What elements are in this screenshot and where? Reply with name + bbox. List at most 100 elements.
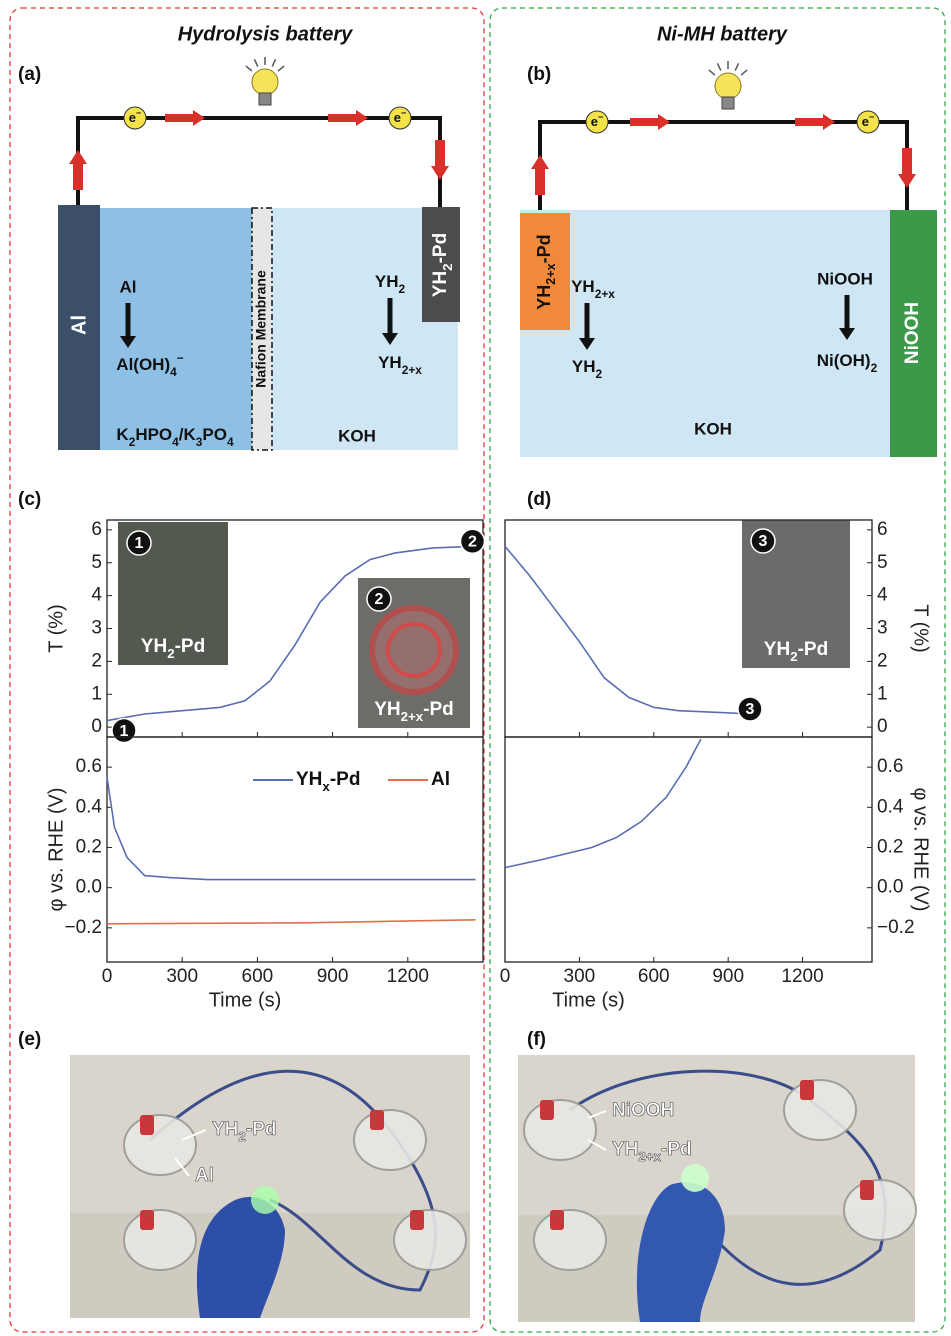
text-part: e (129, 110, 136, 125)
badge (750, 528, 776, 554)
electrolyte-label: KOH (694, 419, 732, 438)
panel-title: Ni-MH battery (657, 23, 788, 45)
bulb-base (258, 92, 272, 106)
badge (459, 528, 486, 555)
subscript: 3 (196, 435, 203, 449)
subscript: 4 (170, 365, 177, 379)
electrode-label: NiOOH (902, 302, 923, 364)
text-part: -Pd (330, 769, 361, 790)
x-tick-label: 0 (500, 966, 511, 987)
text-part: YH (212, 1119, 238, 1140)
electrode (58, 205, 100, 450)
y-tick-label: 0.2 (877, 837, 903, 858)
bulb (251, 68, 279, 96)
wire (538, 120, 909, 213)
panel-label: (e) (18, 1029, 41, 1050)
text-part: -Pd (175, 636, 206, 657)
panel-title: Hydrolysis battery (178, 23, 353, 45)
bulb-ray (277, 65, 285, 72)
y-tick-label: −0.2 (877, 917, 915, 938)
species: Al(OH)4− (116, 351, 183, 379)
subscript: 2+x (638, 1149, 661, 1164)
photo-clip (540, 1100, 554, 1120)
electrolyte-label: KOH (338, 426, 376, 445)
reaction-arrow-head (120, 336, 136, 348)
bulb-ray (734, 63, 740, 71)
x-tick-label: 900 (317, 966, 349, 987)
photo-cell (783, 1079, 857, 1141)
membrane-label: Nafion Membrane (253, 270, 269, 388)
subscript: 2 (238, 1129, 245, 1144)
photo-cell (843, 1179, 917, 1241)
text-part: YH (612, 1139, 638, 1160)
photo-cell (353, 1109, 427, 1171)
reaction-arrow-head (839, 328, 855, 340)
text-part: YH (571, 277, 595, 296)
badge-label: 2 (468, 534, 477, 551)
subscript: 2+x (401, 709, 424, 724)
bulb-ray (245, 65, 253, 72)
electron-label: e− (591, 112, 604, 129)
badge-label: 2 (375, 591, 384, 608)
electron-label: e− (394, 108, 407, 125)
y-tick-label: 0.6 (877, 756, 903, 777)
photo-clip (140, 1115, 154, 1135)
y-tick-label: 0.4 (877, 796, 904, 817)
reaction-arrow-head (382, 333, 398, 345)
bulb-ray (716, 63, 722, 71)
photo-clip (550, 1210, 564, 1230)
line-series (106, 777, 476, 881)
inset-logo (369, 605, 459, 695)
text-part: -Pd (430, 233, 451, 264)
subscript: 2+x (544, 263, 558, 284)
text-part: e (862, 114, 869, 129)
photo-label: YH2+x-Pd (612, 1139, 692, 1164)
electron (123, 106, 147, 130)
x-axis-label: Time (s) (552, 989, 625, 1011)
electron (388, 106, 412, 130)
subscript: 4 (172, 435, 179, 449)
glove (196, 1196, 285, 1318)
current-arrow (431, 140, 449, 180)
current-arrow (328, 110, 368, 126)
badge (126, 530, 152, 556)
panel-label: (a) (18, 64, 41, 85)
x-tick-label: 300 (564, 966, 596, 987)
text-part: K (116, 425, 129, 444)
pointer (181, 1129, 207, 1141)
pointer (587, 1139, 607, 1151)
y-tick-label: 2 (91, 650, 102, 671)
photo-cell (523, 1099, 597, 1161)
text-part: e (394, 110, 401, 125)
species: YH2+x (571, 277, 615, 301)
y-axis-label: φ vs. RHE (V) (45, 787, 67, 911)
species: NiOOH (817, 269, 873, 288)
wire (76, 116, 442, 210)
text-part: Ni(OH) (817, 351, 871, 370)
subscript: 2 (167, 646, 174, 661)
electron (856, 110, 880, 134)
text-part: /K (179, 425, 197, 444)
photo-wire (148, 1069, 437, 1292)
text-part: PO (202, 425, 227, 444)
x-tick-label: 600 (242, 966, 274, 987)
current-arrow (165, 110, 205, 126)
inset-label: YH2-Pd (141, 636, 205, 661)
current-arrow (795, 114, 835, 130)
subscript: 2 (399, 282, 406, 296)
badge (737, 696, 763, 722)
photo-label: NiOOH (612, 1100, 674, 1121)
y-tick-label: 6 (877, 519, 888, 540)
y-tick-label: 4 (877, 585, 888, 606)
y-tick-label: 3 (91, 618, 102, 639)
x-tick-label: 300 (166, 966, 198, 987)
bulb-ray (271, 59, 277, 67)
text-part: -Pd (661, 1139, 692, 1160)
led-glow (681, 1164, 709, 1192)
photo-clip (410, 1210, 424, 1230)
photo-clip (140, 1210, 154, 1230)
species: Al (120, 277, 137, 296)
electrode-label: YH2+x-Pd (534, 234, 559, 309)
badge-label: 1 (120, 723, 129, 740)
